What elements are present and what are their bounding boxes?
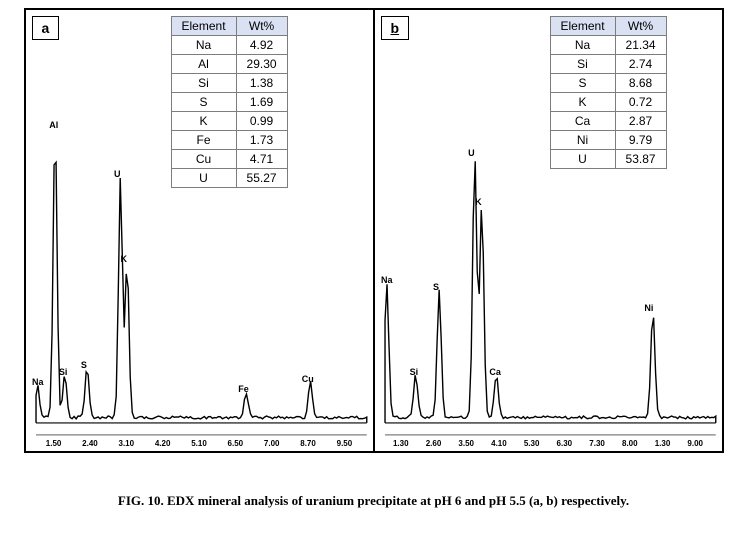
- table-cell: U: [171, 169, 236, 188]
- peak-label: Al: [49, 120, 58, 130]
- table-cell: 21.34: [615, 36, 666, 55]
- panel-b-table: Element Wt% Na21.34Si2.74S8.68K0.72Ca2.8…: [550, 16, 667, 169]
- table-cell: Al: [171, 55, 236, 74]
- peak-label: K: [120, 254, 127, 264]
- peak-label: Na: [381, 275, 393, 285]
- table-cell: S: [550, 74, 615, 93]
- figure-container: a Element Wt% Na4.92Al29.30Si1.38S1.69K0…: [24, 8, 724, 453]
- panel-a-table: Element Wt% Na4.92Al29.30Si1.38S1.69K0.9…: [171, 16, 288, 188]
- table-cell: 53.87: [615, 150, 666, 169]
- panel-a-label: a: [32, 16, 60, 40]
- peak-label: Si: [410, 367, 419, 377]
- peak-label: U: [114, 169, 121, 179]
- table-cell: 4.71: [236, 150, 287, 169]
- th-element: Element: [550, 17, 615, 36]
- table-cell: S: [171, 93, 236, 112]
- th-wt: Wt%: [615, 17, 666, 36]
- table-cell: 4.92: [236, 36, 287, 55]
- panel-b: b Element Wt% Na21.34Si2.74S8.68K0.72Ca2…: [375, 10, 722, 451]
- table-cell: U: [550, 150, 615, 169]
- peak-label: Cu: [302, 374, 314, 384]
- peak-label: S: [433, 282, 439, 292]
- caption-text: EDX mineral analysis of uranium precipit…: [167, 493, 629, 508]
- panel-a-tbody: Na4.92Al29.30Si1.38S1.69K0.99Fe1.73Cu4.7…: [171, 36, 287, 188]
- table-cell: 29.30: [236, 55, 287, 74]
- table-cell: 0.72: [615, 93, 666, 112]
- table-cell: Si: [171, 74, 236, 93]
- table-cell: Si: [550, 55, 615, 74]
- peak-label: Ni: [644, 303, 653, 313]
- table-cell: 2.74: [615, 55, 666, 74]
- panel-a: a Element Wt% Na4.92Al29.30Si1.38S1.69K0…: [26, 10, 375, 451]
- table-cell: Cu: [171, 150, 236, 169]
- table-cell: 0.99: [236, 112, 287, 131]
- table-cell: 1.73: [236, 131, 287, 150]
- table-cell: 2.87: [615, 112, 666, 131]
- th-element: Element: [171, 17, 236, 36]
- table-cell: 1.69: [236, 93, 287, 112]
- table-cell: 8.68: [615, 74, 666, 93]
- caption-prefix: FIG. 10.: [118, 493, 167, 508]
- table-cell: Ca: [550, 112, 615, 131]
- table-cell: Fe: [171, 131, 236, 150]
- peak-label: Na: [32, 377, 44, 387]
- th-wt: Wt%: [236, 17, 287, 36]
- table-cell: K: [171, 112, 236, 131]
- table-cell: K: [550, 93, 615, 112]
- table-cell: 9.79: [615, 131, 666, 150]
- peak-label: Fe: [238, 384, 249, 394]
- peak-label: U: [468, 148, 475, 158]
- table-cell: 1.38: [236, 74, 287, 93]
- table-cell: Ni: [550, 131, 615, 150]
- figure-caption: FIG. 10. EDX mineral analysis of uranium…: [0, 493, 747, 509]
- peak-label: K: [475, 197, 482, 207]
- panel-b-tbody: Na21.34Si2.74S8.68K0.72Ca2.87Ni9.79U53.8…: [550, 36, 666, 169]
- peak-label: Si: [59, 367, 68, 377]
- panel-b-label: b: [381, 16, 410, 40]
- table-cell: Na: [171, 36, 236, 55]
- peak-label: Ca: [489, 367, 501, 377]
- peak-label: S: [81, 360, 87, 370]
- table-cell: 55.27: [236, 169, 287, 188]
- table-cell: Na: [550, 36, 615, 55]
